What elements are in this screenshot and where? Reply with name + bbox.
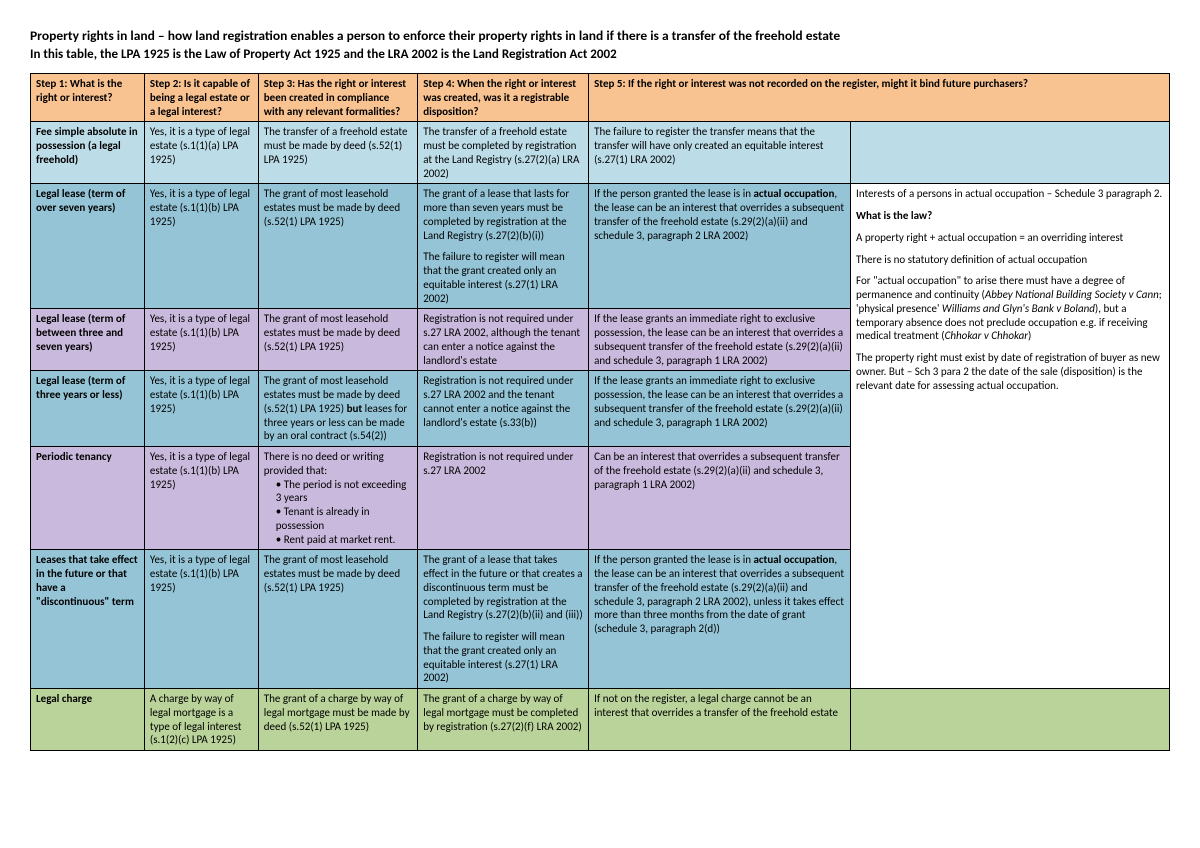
bullet: • The period is not exceeding 3 years xyxy=(264,478,412,506)
cell: The grant of a lease that lasts for more… xyxy=(418,184,589,309)
cell: Yes, it is a type of legal estate (s.1(1… xyxy=(144,184,258,309)
header-step3: Step 3: Has the right or interest been c… xyxy=(258,74,417,122)
italic-text: Chhokar v Chhokar xyxy=(945,329,1028,342)
table-row: Legal lease (term of over seven years) Y… xyxy=(31,184,1170,309)
italic-text: Abbey National Building Society v Cann xyxy=(985,288,1159,301)
cell: Yes, it is a type of legal estate (s.1(1… xyxy=(144,550,258,689)
para: A property right + actual occupation = a… xyxy=(856,231,1164,245)
cell: There is no deed or writing provided tha… xyxy=(258,447,417,550)
para: The grant of a lease that lasts for more… xyxy=(423,187,583,242)
bold-text: but xyxy=(347,402,363,415)
row-label: Fee simple absolute in possession (a leg… xyxy=(31,122,145,184)
cell: Registration is not required under s.27 … xyxy=(418,309,589,371)
cell: The failure to register the transfer mea… xyxy=(589,122,851,184)
table-header-row: Step 1: What is the right or interest? S… xyxy=(31,74,1170,122)
para: The grant of a lease that takes effect i… xyxy=(423,553,583,622)
cell: If the lease grants an immediate right t… xyxy=(589,309,851,371)
cell: Yes, it is a type of legal estate (s.1(1… xyxy=(144,447,258,550)
row-label: Periodic tenancy xyxy=(31,447,145,550)
italic-text: Williams and Glyn's Bank v Boland xyxy=(942,302,1095,315)
cell: Yes, it is a type of legal estate (s.1(1… xyxy=(144,309,258,371)
cell: The grant of a lease that takes effect i… xyxy=(418,550,589,689)
cell: The grant of a charge by way of legal mo… xyxy=(258,689,417,751)
cell: The grant of most leasehold estates must… xyxy=(258,184,417,309)
cell: Yes, it is a type of legal estate (s.1(1… xyxy=(144,122,258,184)
bullet: • Tenant is already in possession xyxy=(264,505,412,533)
cell: Can be an interest that overrides a subs… xyxy=(589,447,851,550)
bold-text: actual occupation xyxy=(753,187,834,200)
cell: Yes, it is a type of legal estate (s.1(1… xyxy=(144,371,258,447)
header-step5: Step 5: If the right or interest was not… xyxy=(589,74,1170,122)
para: For "actual occupation" to arise there m… xyxy=(856,274,1164,343)
cell: The transfer of a freehold estate must b… xyxy=(258,122,417,184)
cell-empty xyxy=(851,122,1170,184)
cell: The grant of most leasehold estates must… xyxy=(258,371,417,447)
cell: If the lease grants an immediate right t… xyxy=(589,371,851,447)
row-label: Legal lease (term of between three and s… xyxy=(31,309,145,371)
cell: The grant of most leasehold estates must… xyxy=(258,550,417,689)
bullet: • Rent paid at market rent. xyxy=(264,533,412,547)
cell: If not on the register, a legal charge c… xyxy=(589,689,851,751)
para: The property right must exist by date of… xyxy=(856,351,1164,392)
cell: If the person granted the lease is in ac… xyxy=(589,550,851,689)
page-subtitle: In this table, the LPA 1925 is the Law o… xyxy=(30,47,1170,63)
header-step2: Step 2: Is it capable of being a legal e… xyxy=(144,74,258,122)
cell: The grant of most leasehold estates must… xyxy=(258,309,417,371)
text: If the person granted the lease is in xyxy=(594,187,753,200)
para: The failure to register will mean that t… xyxy=(423,630,583,685)
sidebar-cell: Interests of a persons in actual occupat… xyxy=(851,184,1170,689)
header-step4: Step 4: When the right or interest was c… xyxy=(418,74,589,122)
cell: The transfer of a freehold estate must b… xyxy=(418,122,589,184)
para: The failure to register will mean that t… xyxy=(423,250,583,305)
cell: A charge by way of legal mortgage is a t… xyxy=(144,689,258,751)
property-rights-table: Step 1: What is the right or interest? S… xyxy=(30,73,1170,751)
table-row: Fee simple absolute in possession (a leg… xyxy=(31,122,1170,184)
row-label: Leases that take effect in the future or… xyxy=(31,550,145,689)
row-label: Legal lease (term of over seven years) xyxy=(31,184,145,309)
row-label: Legal lease (term of three years or less… xyxy=(31,371,145,447)
page-title: Property rights in land – how land regis… xyxy=(30,28,1170,45)
para: Interests of a persons in actual occupat… xyxy=(856,187,1164,201)
cell: The grant of a charge by way of legal mo… xyxy=(418,689,589,751)
text: If the person granted the lease is in xyxy=(594,553,753,566)
row-label: Legal charge xyxy=(31,689,145,751)
bold-text: actual occupation xyxy=(753,553,834,566)
para-heading: What is the law? xyxy=(856,209,1164,223)
cell: Registration is not required under s.27 … xyxy=(418,371,589,447)
text: ) xyxy=(1028,329,1031,342)
cell: Registration is not required under s.27 … xyxy=(418,447,589,550)
cell-empty xyxy=(851,689,1170,751)
text: There is no deed or writing provided tha… xyxy=(264,450,412,478)
cell: If the person granted the lease is in ac… xyxy=(589,184,851,309)
para: There is no statutory definition of actu… xyxy=(856,253,1164,267)
table-row: Legal charge A charge by way of legal mo… xyxy=(31,689,1170,751)
header-step1: Step 1: What is the right or interest? xyxy=(31,74,145,122)
